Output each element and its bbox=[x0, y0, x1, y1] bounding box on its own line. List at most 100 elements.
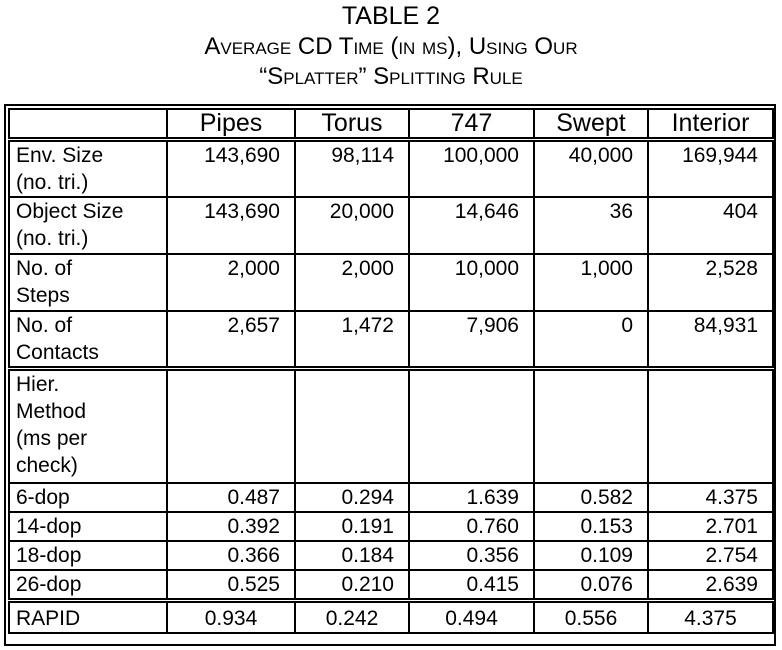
row-label-line: 14-dop bbox=[16, 515, 82, 538]
value-cell bbox=[647, 367, 774, 484]
row-label-cell: 26-dop bbox=[8, 569, 168, 603]
value-cell: 98,114 bbox=[294, 138, 410, 198]
value-cell: 2,000 bbox=[166, 252, 296, 312]
value-cell: 0.556 bbox=[533, 599, 649, 634]
table-subtitle-line-1: Average CD Time (in ms), Using Our bbox=[204, 33, 578, 60]
row-label-line: Hier. bbox=[16, 372, 60, 396]
row-label-cell: RAPID bbox=[8, 599, 168, 634]
value-cell: 0.191 bbox=[294, 511, 410, 542]
value-cell: 169,944 bbox=[647, 138, 774, 198]
row-label-cell: No. of Steps bbox=[8, 252, 168, 312]
row-label-line: check) bbox=[16, 453, 78, 477]
header-cell-interior: Interior bbox=[647, 108, 774, 142]
value-cell: 1,472 bbox=[294, 309, 410, 371]
header-cell-pipes: Pipes bbox=[166, 108, 296, 142]
value-cell: 20,000 bbox=[294, 195, 410, 255]
value-cell: 0.487 bbox=[166, 482, 296, 513]
value-cell: 14,646 bbox=[408, 195, 535, 255]
value-cell: 2.754 bbox=[647, 540, 774, 571]
row-label-line: RAPID bbox=[16, 607, 81, 630]
row-label-cell: Object Size (no. tri.) bbox=[8, 195, 168, 255]
row-label-line: Object Size bbox=[16, 199, 124, 223]
value-cell: 143,690 bbox=[166, 195, 296, 255]
row-label-line: Contacts bbox=[16, 340, 99, 364]
value-cell bbox=[294, 367, 410, 484]
value-cell bbox=[533, 367, 649, 484]
value-cell: 7,906 bbox=[408, 309, 535, 371]
value-cell: 0.242 bbox=[294, 599, 410, 634]
row-label-cell: Env. Size (no. tri.) bbox=[8, 138, 168, 198]
table-row: Hier. Method (ms per check) bbox=[8, 367, 774, 484]
row-label-line: No. of bbox=[16, 313, 73, 337]
value-cell: 0.934 bbox=[166, 599, 296, 634]
value-cell: 0.294 bbox=[294, 482, 410, 513]
table-row: Env. Size (no. tri.) 143,690 98,114 100,000 4… bbox=[8, 138, 774, 198]
table-row: No. of Contacts 2,657 1,472 7,906 0 84,931 bbox=[8, 309, 774, 371]
value-cell: 0.076 bbox=[533, 569, 649, 603]
row-label-cell: 6-dop bbox=[8, 482, 168, 513]
table-row: Object Size (no. tri.) 143,690 20,000 14,646… bbox=[8, 195, 774, 255]
value-cell bbox=[166, 367, 296, 484]
value-cell: 4.375 bbox=[647, 599, 774, 634]
row-label-line: (ms per bbox=[16, 426, 88, 450]
value-cell: 0 bbox=[533, 309, 649, 371]
table-row: 18-dop 0.366 0.184 0.356 0.109 2.754 bbox=[8, 540, 774, 571]
value-cell: 10,000 bbox=[408, 252, 535, 312]
table-row: 26-dop 0.525 0.210 0.415 0.076 2.639 bbox=[8, 569, 774, 603]
row-label-line: No. of bbox=[16, 256, 73, 280]
value-cell: 4.375 bbox=[647, 482, 774, 513]
table-row: No. of Steps 2,000 2,000 10,000 1,000 2,528 bbox=[8, 252, 774, 312]
value-cell: 2.701 bbox=[647, 511, 774, 542]
row-label-cell: 18-dop bbox=[8, 540, 168, 571]
row-label-line: 18-dop bbox=[16, 544, 82, 567]
value-cell: 1.639 bbox=[408, 482, 535, 513]
row-label-line: Steps bbox=[16, 283, 70, 307]
header-cell-torus: Torus bbox=[294, 108, 410, 142]
row-label-cell: Hier. Method (ms per check) bbox=[8, 367, 168, 484]
row-label-line: 26-dop bbox=[16, 573, 82, 596]
value-cell: 40,000 bbox=[533, 138, 649, 198]
table-subtitle-line-2: “Splatter” Splitting Rule bbox=[259, 63, 523, 90]
value-cell: 0.392 bbox=[166, 511, 296, 542]
table-body: Pipes Torus 747 Swept Interior Env. Size… bbox=[8, 108, 774, 634]
value-cell: 0.366 bbox=[166, 540, 296, 571]
value-cell: 0.494 bbox=[408, 599, 535, 634]
value-cell: 1,000 bbox=[533, 252, 649, 312]
table-outer-frame bbox=[4, 104, 776, 646]
table-title: TABLE 2 bbox=[341, 2, 441, 30]
value-cell: 0.525 bbox=[166, 569, 296, 603]
value-cell bbox=[408, 367, 535, 484]
header-cell-swept: Swept bbox=[533, 108, 649, 142]
table-row: 14-dop 0.392 0.191 0.760 0.153 2.701 bbox=[8, 511, 774, 542]
value-cell: 84,931 bbox=[647, 309, 774, 371]
value-cell: 0.210 bbox=[294, 569, 410, 603]
value-cell: 2.639 bbox=[647, 569, 774, 603]
value-cell: 100,000 bbox=[408, 138, 535, 198]
row-label-cell: No. of Contacts bbox=[8, 309, 168, 371]
value-cell: 0.582 bbox=[533, 482, 649, 513]
table-row: 6-dop 0.487 0.294 1.639 0.582 4.375 bbox=[8, 482, 774, 513]
value-cell: 2,000 bbox=[294, 252, 410, 312]
value-cell: 0.415 bbox=[408, 569, 535, 603]
table-row: RAPID 0.934 0.242 0.494 0.556 4.375 bbox=[8, 599, 774, 634]
value-cell: 2,657 bbox=[166, 309, 296, 371]
row-label-line: Method bbox=[16, 399, 87, 423]
header-row: Pipes Torus 747 Swept Interior bbox=[8, 108, 774, 142]
header-cell-747: 747 bbox=[408, 108, 535, 142]
value-cell: 36 bbox=[533, 195, 649, 255]
results-table: Pipes Torus 747 Swept Interior Env. Size… bbox=[8, 108, 774, 634]
value-cell: 0.153 bbox=[533, 511, 649, 542]
row-label-line: (no. tri.) bbox=[16, 170, 89, 194]
value-cell: 0.109 bbox=[533, 540, 649, 571]
row-label-line: Env. Size bbox=[16, 143, 104, 167]
value-cell: 404 bbox=[647, 195, 774, 255]
value-cell: 2,528 bbox=[647, 252, 774, 312]
header-cell-empty bbox=[8, 108, 168, 142]
value-cell: 0.184 bbox=[294, 540, 410, 571]
row-label-line: (no. tri.) bbox=[16, 226, 89, 250]
row-label-cell: 14-dop bbox=[8, 511, 168, 542]
value-cell: 143,690 bbox=[166, 138, 296, 198]
value-cell: 0.760 bbox=[408, 511, 535, 542]
row-label-line: 6-dop bbox=[16, 486, 70, 509]
value-cell: 0.356 bbox=[408, 540, 535, 571]
